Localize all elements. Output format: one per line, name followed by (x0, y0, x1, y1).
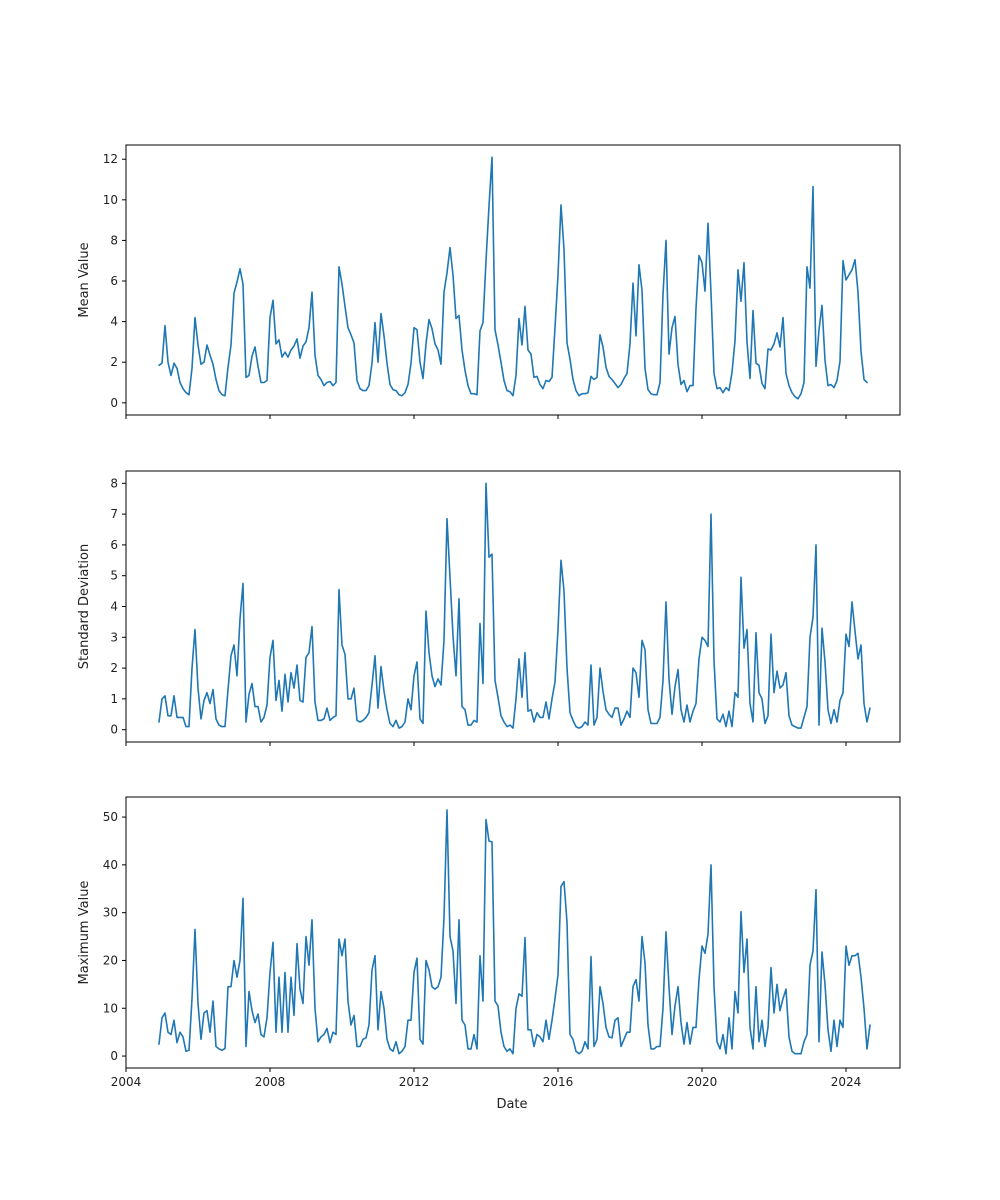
standard-deviation-ytick-label: 0 (110, 723, 118, 737)
x-axis-label: Date (496, 1097, 527, 1112)
maximum-value-ytick-label: 50 (103, 810, 118, 824)
panel-standard-deviation: 0 1 2 3 4 5 6 7 8 Standard Deviation (77, 470, 901, 746)
maximum-value-ytick-label: 30 (103, 906, 118, 920)
mean-value-ytick-label: 0 (110, 396, 118, 410)
standard-deviation-series-line (158, 482, 871, 729)
maximum-value-ytick-label: 40 (103, 858, 118, 872)
standard-deviation-ytick-label: 6 (110, 538, 118, 552)
standard-deviation-ytick-label: 1 (110, 692, 118, 706)
xtick-label: 2012 (399, 1075, 430, 1089)
maximum-value-ytick-label: 0 (110, 1049, 118, 1063)
standard-deviation-ytick-label: 5 (110, 569, 118, 583)
standard-deviation-ytick-label: 8 (110, 476, 118, 490)
maximum-value-ytick-label: 10 (103, 1001, 118, 1015)
mean-value-ytick-label: 2 (110, 355, 118, 369)
xtick-label: 2024 (831, 1075, 862, 1089)
standard-deviation-ylabel: Standard Deviation (77, 544, 92, 669)
xtick-label: 2004 (111, 1075, 142, 1089)
xtick-label: 2008 (255, 1075, 286, 1089)
maximum-value-series-line (158, 809, 871, 1055)
panel-mean-value-frame (125, 144, 901, 416)
panel-standard-deviation-ticks: 0 1 2 3 4 5 6 7 8 (110, 476, 847, 746)
standard-deviation-ytick-label: 4 (110, 600, 118, 614)
maximum-value-ytick-label: 20 (103, 953, 118, 967)
mean-value-series-line (158, 156, 868, 400)
xtick-label: 2020 (687, 1075, 718, 1089)
panel-mean-value-ticks: 0 2 4 6 8 10 12 (103, 152, 847, 419)
standard-deviation-ytick-label: 7 (110, 507, 118, 521)
panel-maximum-value-ticks: 0 10 20 30 40 50 2004 2008 2012 2016 2020 2024 (103, 810, 862, 1089)
mean-value-ytick-label: 6 (110, 274, 118, 288)
mean-value-ytick-label: 10 (103, 193, 118, 207)
panel-standard-deviation-frame (125, 470, 901, 743)
mean-value-ylabel: Mean Value (77, 242, 92, 317)
mean-value-ytick-label: 4 (110, 315, 118, 329)
maximum-value-ylabel: Maximum Value (77, 881, 92, 985)
panel-maximum-value: 0 10 20 30 40 50 2004 2008 2012 2016 2020 2024 Maxi… (77, 796, 901, 1089)
panel-maximum-value-frame (125, 796, 901, 1069)
mean-value-ytick-label: 12 (103, 152, 118, 166)
standard-deviation-ytick-label: 3 (110, 630, 118, 644)
mean-value-ytick-label: 8 (110, 233, 118, 247)
standard-deviation-ytick-label: 2 (110, 661, 118, 675)
panel-mean-value: 0 2 4 6 8 10 12 Mean Value (77, 144, 901, 419)
xtick-label: 2016 (543, 1075, 574, 1089)
